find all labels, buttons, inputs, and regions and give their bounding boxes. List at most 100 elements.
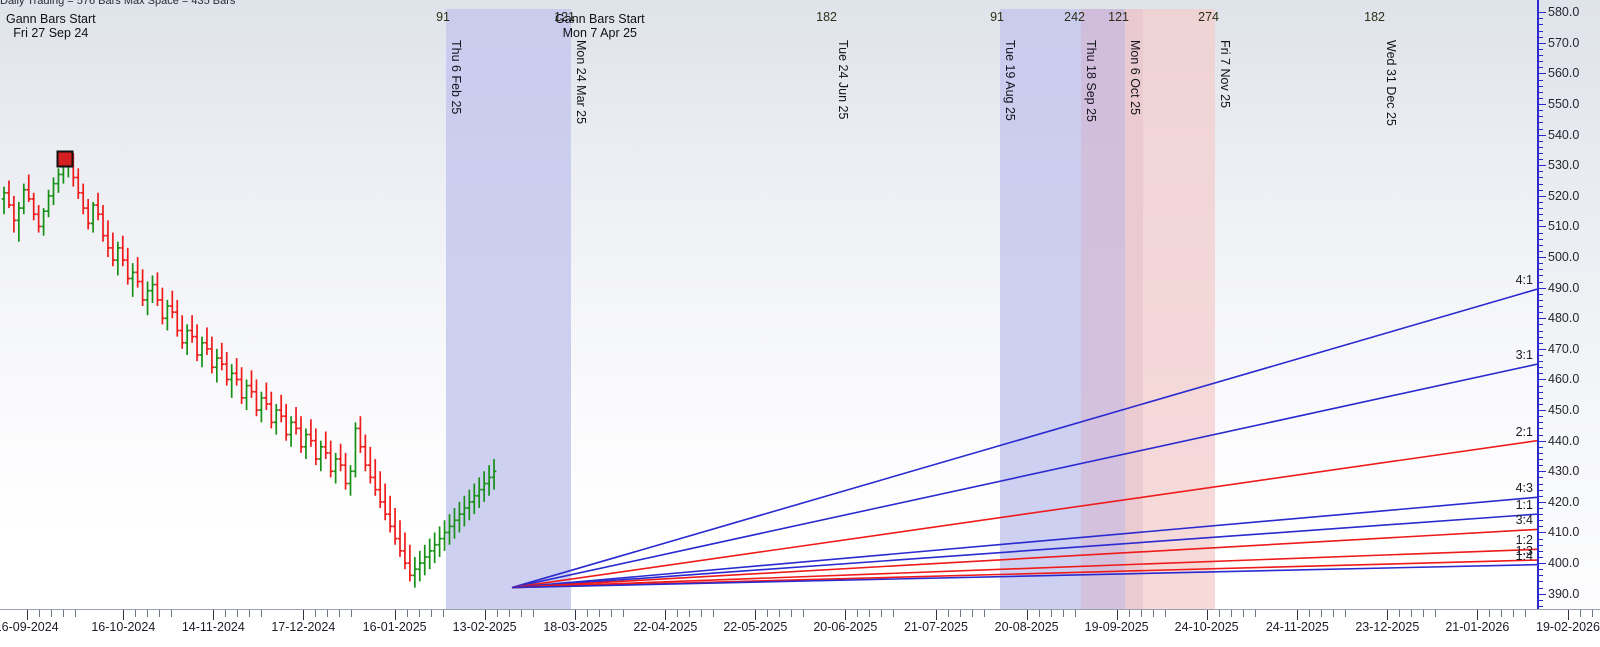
price-tick-minor bbox=[1539, 391, 1543, 393]
price-bar bbox=[31, 192, 36, 221]
gann-ratio-label-2-1: 2:1 bbox=[1515, 424, 1533, 439]
date-tick bbox=[1297, 610, 1299, 620]
price-tick-minor bbox=[1539, 91, 1543, 93]
gann-bars-start-note-1: Gann Bars Start Fri 27 Sep 24 bbox=[6, 12, 96, 40]
price-tick bbox=[1539, 42, 1546, 44]
price-bar bbox=[442, 520, 447, 551]
price-bar bbox=[11, 195, 17, 233]
price-bar bbox=[437, 526, 442, 557]
price-bar bbox=[56, 168, 61, 193]
price-tick bbox=[1539, 410, 1546, 412]
price-label: 510.0 bbox=[1548, 219, 1580, 234]
date-tick-minor bbox=[418, 610, 420, 617]
price-tick-minor bbox=[1539, 146, 1543, 148]
price-bar bbox=[80, 183, 86, 215]
price-bar bbox=[283, 403, 289, 441]
price-bar bbox=[432, 532, 437, 564]
date-label: 18-03-2025 bbox=[543, 620, 608, 634]
price-tick-minor bbox=[1539, 581, 1543, 583]
price-tick-minor bbox=[1539, 208, 1543, 210]
date-tick bbox=[303, 610, 305, 620]
gann-ratio-label-1-2: 1:2 bbox=[1515, 533, 1533, 548]
gann-ratio-label-1-1: 1:1 bbox=[1515, 498, 1533, 513]
price-tick-minor bbox=[1539, 330, 1543, 332]
price-bar bbox=[348, 465, 353, 496]
date-tick-minor bbox=[881, 610, 883, 617]
price-bar bbox=[338, 443, 343, 472]
date-tick-minor bbox=[689, 610, 691, 617]
price-label: 520.0 bbox=[1548, 188, 1580, 203]
price-tick-minor bbox=[1539, 281, 1543, 283]
date-tick-minor bbox=[1038, 610, 1040, 617]
date-tick bbox=[213, 610, 215, 620]
price-tick bbox=[1539, 226, 1546, 228]
date-tick-minor bbox=[171, 610, 173, 617]
price-tick-minor bbox=[1539, 159, 1543, 161]
date-tick bbox=[845, 610, 847, 620]
price-tick-minor bbox=[1539, 434, 1543, 436]
date-tick-minor bbox=[857, 610, 859, 617]
date-tick-minor bbox=[339, 610, 341, 617]
vline-fri-7-nov-25-date-label: Fri 7 Nov 25 bbox=[1218, 40, 1232, 109]
price-tick bbox=[1539, 195, 1546, 197]
price-bar bbox=[392, 508, 398, 545]
price-bar bbox=[51, 177, 56, 206]
vline-thu-18-sep-25-count: 242 bbox=[1064, 10, 1085, 24]
price-bar bbox=[75, 168, 81, 199]
price-bars-layer bbox=[1, 153, 497, 588]
date-tick-minor bbox=[430, 610, 432, 617]
price-bar bbox=[407, 544, 413, 582]
date-tick-minor bbox=[442, 610, 444, 617]
date-tick-minor bbox=[1489, 610, 1491, 617]
swing-high-marker[interactable] bbox=[56, 150, 74, 168]
date-tick-minor bbox=[1140, 610, 1142, 617]
price-axis[interactable]: 580.0 570.0 560.0 550.0 540.0 530.0 520.0 510.0… bbox=[1537, 0, 1600, 609]
price-bar bbox=[249, 370, 254, 398]
price-bar bbox=[343, 452, 348, 490]
price-tick-minor bbox=[1539, 250, 1543, 252]
price-tick-minor bbox=[1539, 354, 1543, 356]
date-tick-minor bbox=[960, 610, 961, 617]
price-tick-minor bbox=[1539, 324, 1543, 326]
date-tick-minor bbox=[1423, 610, 1425, 617]
date-tick-minor bbox=[713, 610, 715, 617]
date-tick-minor bbox=[159, 610, 161, 617]
date-tick bbox=[1387, 610, 1389, 620]
price-label: 450.0 bbox=[1548, 403, 1580, 418]
date-tick-minor bbox=[1345, 610, 1347, 617]
date-tick bbox=[1026, 610, 1028, 620]
vline-thu-18-sep-25-date-label: Thu 18 Sep 25 bbox=[1084, 40, 1098, 123]
price-tick-minor bbox=[1539, 128, 1543, 130]
date-tick-minor bbox=[948, 610, 949, 617]
price-bar bbox=[402, 532, 408, 570]
price-tick-minor bbox=[1539, 24, 1543, 26]
date-axis[interactable]: 16-09-2024 16-10-2024 14-11-2024 17-12-2024… bbox=[0, 609, 1600, 647]
date-tick-minor bbox=[1309, 610, 1311, 617]
price-tick bbox=[1539, 501, 1546, 503]
price-tick-minor bbox=[1539, 97, 1543, 99]
vline-tue-24-jun-25-count: 182 bbox=[816, 10, 837, 24]
vline-thu-6-feb-25-count: 91 bbox=[436, 10, 450, 24]
gann-ratio-label-3-1: 3:1 bbox=[1515, 348, 1533, 363]
plot-area[interactable]: 91 Thu 6 Feb 25 121 Mon 24 Mar 25 182 Tue 24 … bbox=[0, 0, 1537, 609]
date-tick-minor bbox=[496, 610, 498, 617]
date-tick bbox=[123, 610, 125, 620]
date-tick-minor bbox=[869, 610, 871, 617]
price-bar bbox=[189, 315, 195, 343]
price-tick-minor bbox=[1539, 110, 1543, 112]
price-bar bbox=[387, 495, 393, 533]
price-tick-minor bbox=[1539, 599, 1543, 601]
price-tick-minor bbox=[1539, 403, 1543, 405]
date-tick-minor bbox=[315, 610, 317, 617]
price-tick-minor bbox=[1539, 238, 1543, 240]
price-bar bbox=[214, 348, 220, 383]
price-bar bbox=[21, 183, 27, 215]
price-tick-minor bbox=[1539, 85, 1543, 87]
date-tick-minor bbox=[599, 610, 601, 617]
price-tick-minor bbox=[1539, 428, 1543, 430]
date-tick bbox=[575, 610, 577, 620]
price-bar bbox=[422, 544, 428, 576]
price-label: 460.0 bbox=[1548, 372, 1580, 387]
date-tick-minor bbox=[1333, 610, 1335, 617]
date-tick-minor bbox=[611, 610, 613, 617]
